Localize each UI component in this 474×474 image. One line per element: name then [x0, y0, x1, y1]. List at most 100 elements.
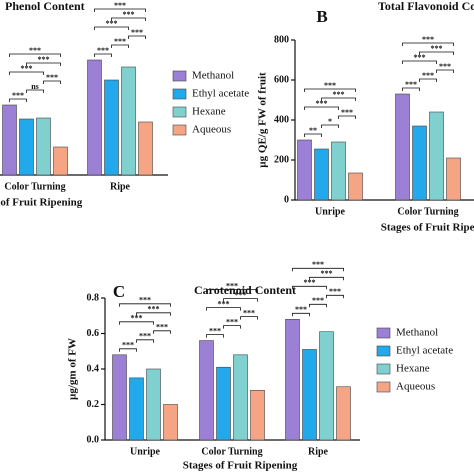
- significance-label: ***: [333, 90, 345, 99]
- significance-label: ***: [12, 91, 24, 100]
- bar: [429, 111, 444, 201]
- significance-bracket: [136, 339, 154, 343]
- significance-label: ***: [312, 260, 324, 269]
- bar: [19, 118, 34, 176]
- significance-bracket: [304, 106, 339, 110]
- significance-bracket: [292, 285, 327, 290]
- significance-bracket: [309, 303, 327, 308]
- significance-bracket: [206, 289, 258, 293]
- significance-bracket: [304, 133, 322, 137]
- significance-bracket: [9, 98, 27, 102]
- significance-bracket: [419, 78, 437, 82]
- x-tick-label: Color Turning: [201, 446, 262, 457]
- y-tick-label: 800: [274, 34, 289, 45]
- x-tick-label: Ripe: [110, 181, 131, 192]
- bar: [112, 354, 127, 441]
- bar: [314, 148, 329, 201]
- significance-bracket: [94, 53, 112, 57]
- significance-bracket: [206, 307, 241, 311]
- significance-label: ***: [97, 46, 109, 55]
- significance-bracket: [43, 80, 61, 84]
- significance-label: ***: [316, 99, 328, 108]
- significance-label: ***: [139, 332, 151, 341]
- bar: [53, 146, 68, 176]
- significance-bracket: [419, 51, 454, 55]
- significance-label: ***: [46, 73, 58, 82]
- significance-bracket: [119, 321, 154, 325]
- significance-label: ***: [341, 108, 353, 117]
- significance-label: ***: [114, 1, 126, 10]
- significance-label: ***: [324, 81, 336, 90]
- y-tick-label: 0.6: [87, 328, 100, 339]
- legend-label: Ethyl acetate: [192, 88, 249, 100]
- bar: [36, 117, 51, 176]
- significance-label: ***: [156, 323, 168, 332]
- bar: [348, 172, 363, 201]
- significance-bracket: [119, 348, 137, 352]
- x-tick-label: Unripe: [130, 446, 161, 457]
- significance-bracket: [292, 312, 310, 317]
- x-tick-label: Unripe: [315, 206, 346, 217]
- x-axis-label: Stages of Fruit Ripening: [381, 222, 474, 234]
- significance-label: ***: [329, 287, 341, 296]
- legend-label: Hexane: [192, 106, 226, 118]
- y-axis-label: µg QE/g FW of fruit: [257, 72, 269, 168]
- y-tick-label: 0.0: [87, 434, 100, 445]
- significance-bracket: [136, 312, 171, 316]
- legend-swatch: [376, 381, 391, 393]
- significance-bracket: [402, 60, 437, 64]
- significance-label: ***: [148, 305, 160, 314]
- significance-label: ***: [123, 10, 135, 19]
- y-tick-label: 400: [274, 114, 289, 125]
- significance-label: ***: [139, 296, 151, 305]
- significance-bracket: [206, 334, 224, 338]
- bar: [121, 66, 136, 176]
- significance-label: ***: [321, 269, 333, 278]
- significance-bracket: [292, 267, 344, 272]
- significance-label: ***: [414, 53, 426, 62]
- significance-bracket: [223, 298, 258, 302]
- significance-label: ns: [31, 82, 39, 91]
- significance-label: **: [309, 126, 317, 135]
- legend-label: Methanol: [192, 70, 234, 82]
- significance-label: ***: [422, 35, 434, 44]
- bar: [446, 157, 461, 201]
- significance-bracket: [94, 8, 146, 12]
- x-tick-label: Ripe: [308, 446, 329, 457]
- bar: [199, 340, 214, 441]
- panel-label: C: [113, 282, 125, 301]
- y-tick-label: 0.2: [87, 399, 100, 410]
- bar: [129, 377, 144, 441]
- bar: [331, 141, 346, 201]
- significance-bracket: [153, 330, 171, 334]
- significance-label: ***: [226, 281, 238, 290]
- significance-label: ***: [38, 55, 50, 64]
- legend-swatch: [376, 345, 391, 357]
- significance-label: ***: [114, 37, 126, 46]
- y-tick-label: 0.8: [87, 292, 100, 303]
- significance-label: ***: [29, 46, 41, 55]
- chart-title: Phenol Content: [5, 0, 85, 13]
- bar: [250, 389, 265, 441]
- significance-bracket: [94, 26, 129, 30]
- significance-bracket: [321, 97, 356, 101]
- significance-label: ***: [235, 290, 247, 299]
- y-tick-label: 0: [284, 194, 289, 205]
- bar: [216, 366, 231, 441]
- bar: [412, 125, 427, 201]
- legend-swatch: [376, 327, 391, 339]
- x-axis-label: Stages of Fruit Ripening: [183, 460, 298, 472]
- significance-label: ***: [209, 326, 221, 335]
- significance-bracket: [111, 44, 129, 48]
- y-axis-label: µg/gm of FW: [67, 338, 79, 400]
- significance-label: ***: [243, 308, 255, 317]
- significance-bracket: [9, 53, 61, 57]
- legend-swatch: [376, 363, 391, 375]
- significance-bracket: [338, 115, 356, 119]
- significance-bracket: [240, 316, 258, 320]
- significance-bracket: [326, 294, 344, 299]
- significance-bracket: [309, 276, 344, 281]
- significance-bracket: [436, 69, 454, 73]
- significance-label: ***: [295, 305, 307, 314]
